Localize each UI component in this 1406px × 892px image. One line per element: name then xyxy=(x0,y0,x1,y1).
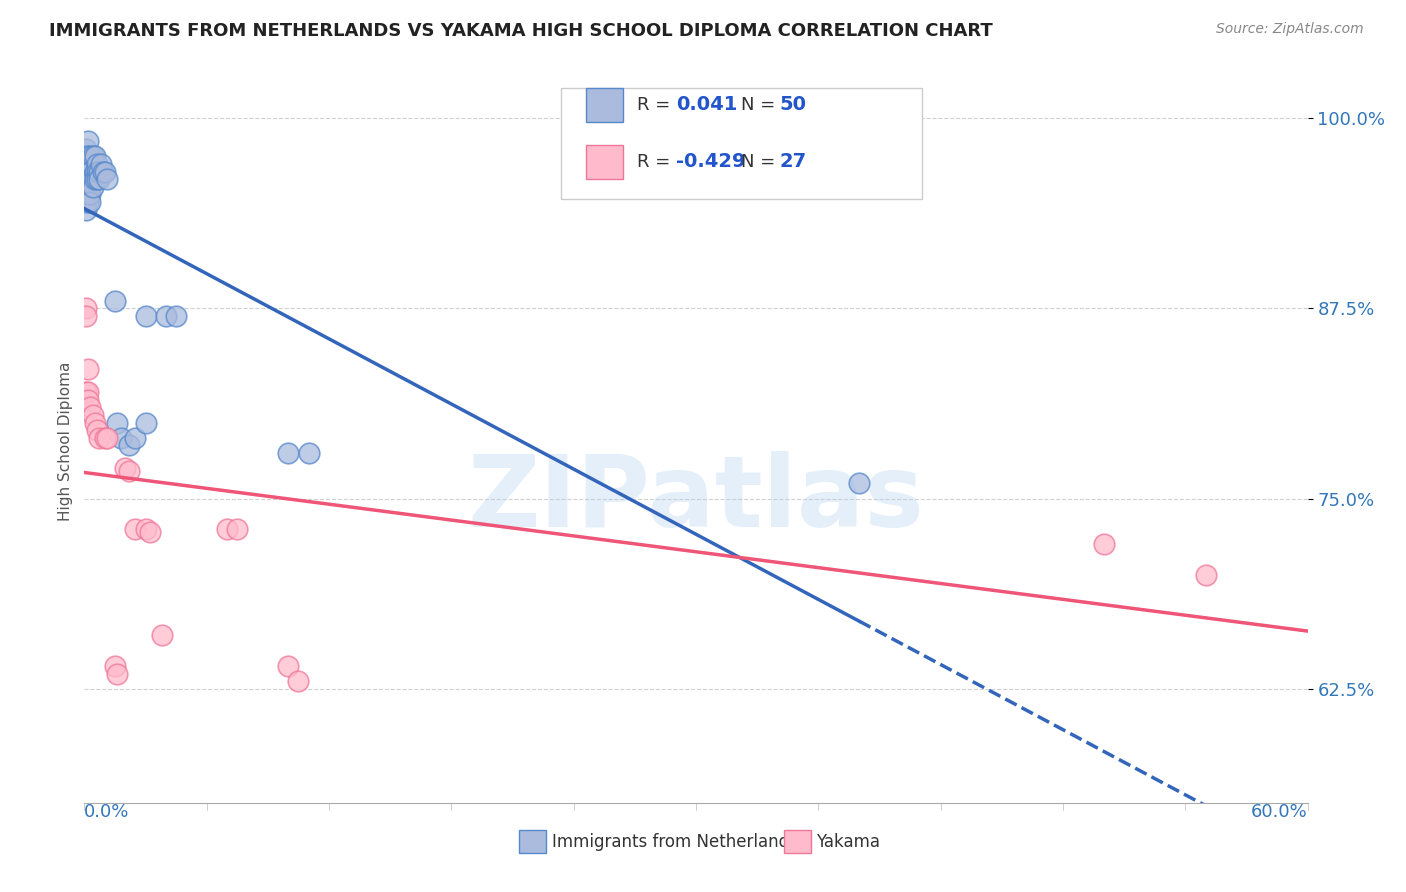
Point xyxy=(114,461,136,475)
Point xyxy=(79,149,101,163)
Point xyxy=(79,194,101,209)
Point xyxy=(83,172,105,186)
Point xyxy=(79,164,101,178)
Point xyxy=(96,172,118,186)
Point xyxy=(165,309,187,323)
Point xyxy=(135,416,157,430)
Point xyxy=(77,157,100,171)
Point xyxy=(118,464,141,478)
Point xyxy=(150,628,173,642)
Point xyxy=(75,194,97,209)
Point xyxy=(79,179,101,194)
Point xyxy=(124,522,146,536)
Point xyxy=(77,194,100,209)
Point xyxy=(848,476,870,491)
Point xyxy=(77,134,100,148)
Point xyxy=(277,446,299,460)
Bar xyxy=(586,145,623,179)
Point xyxy=(79,401,101,415)
Point xyxy=(105,666,128,681)
Point xyxy=(75,309,97,323)
Point xyxy=(77,392,100,407)
Point xyxy=(287,674,309,689)
Text: ZIPatlas: ZIPatlas xyxy=(468,450,924,548)
Point xyxy=(1092,537,1115,551)
Point xyxy=(277,659,299,673)
Point xyxy=(86,157,108,171)
Point xyxy=(96,431,118,445)
Point xyxy=(135,522,157,536)
Y-axis label: High School Diploma: High School Diploma xyxy=(58,362,73,521)
Point xyxy=(79,172,101,186)
Text: 50: 50 xyxy=(779,95,806,114)
Point xyxy=(75,301,97,316)
Text: Immigrants from Netherlands: Immigrants from Netherlands xyxy=(551,833,797,851)
Point xyxy=(226,522,249,536)
Point xyxy=(75,202,97,217)
Point xyxy=(77,187,100,202)
Text: Source: ZipAtlas.com: Source: ZipAtlas.com xyxy=(1216,22,1364,37)
Point xyxy=(75,385,97,400)
Text: 27: 27 xyxy=(779,153,806,171)
Point xyxy=(75,172,97,186)
Point xyxy=(91,164,114,178)
Point xyxy=(110,431,132,445)
Bar xyxy=(785,830,811,854)
Text: IMMIGRANTS FROM NETHERLANDS VS YAKAMA HIGH SCHOOL DIPLOMA CORRELATION CHART: IMMIGRANTS FROM NETHERLANDS VS YAKAMA HI… xyxy=(49,22,993,40)
Point xyxy=(82,149,104,163)
Text: N =: N = xyxy=(741,95,782,114)
Text: R =: R = xyxy=(637,153,676,171)
Point xyxy=(217,522,239,536)
Point xyxy=(87,172,110,186)
Point xyxy=(104,293,127,308)
Bar xyxy=(519,830,546,854)
Point xyxy=(75,179,97,194)
Point xyxy=(105,416,128,430)
Point xyxy=(77,362,100,376)
Point xyxy=(77,385,100,400)
Point xyxy=(90,157,112,171)
Text: 0.0%: 0.0% xyxy=(84,803,129,821)
Point xyxy=(75,157,97,171)
Bar xyxy=(586,87,623,122)
Point xyxy=(155,309,177,323)
Point xyxy=(79,187,101,202)
Point xyxy=(124,431,146,445)
Text: -0.429: -0.429 xyxy=(676,153,747,171)
Point xyxy=(75,164,97,178)
Point xyxy=(75,149,97,163)
Point xyxy=(75,142,97,156)
Point xyxy=(82,179,104,194)
Point xyxy=(93,431,115,445)
Point xyxy=(83,149,105,163)
Text: Yakama: Yakama xyxy=(815,833,880,851)
Point xyxy=(77,179,100,194)
Point xyxy=(86,423,108,437)
Point xyxy=(87,164,110,178)
Point xyxy=(75,187,97,202)
Point xyxy=(77,164,100,178)
Point xyxy=(86,172,108,186)
FancyBboxPatch shape xyxy=(561,87,922,200)
Point xyxy=(82,172,104,186)
Point xyxy=(82,408,104,422)
Text: 60.0%: 60.0% xyxy=(1251,803,1308,821)
Point xyxy=(298,446,321,460)
Point xyxy=(1195,567,1218,582)
Text: N =: N = xyxy=(741,153,782,171)
Point xyxy=(104,659,127,673)
Point xyxy=(87,431,110,445)
Point xyxy=(86,164,108,178)
Point xyxy=(83,164,105,178)
Point xyxy=(83,416,105,430)
Point xyxy=(93,164,115,178)
Text: 0.041: 0.041 xyxy=(676,95,738,114)
Text: R =: R = xyxy=(637,95,676,114)
Point xyxy=(118,438,141,452)
Point xyxy=(135,309,157,323)
Point xyxy=(77,172,100,186)
Point xyxy=(77,149,100,163)
Point xyxy=(138,524,160,539)
